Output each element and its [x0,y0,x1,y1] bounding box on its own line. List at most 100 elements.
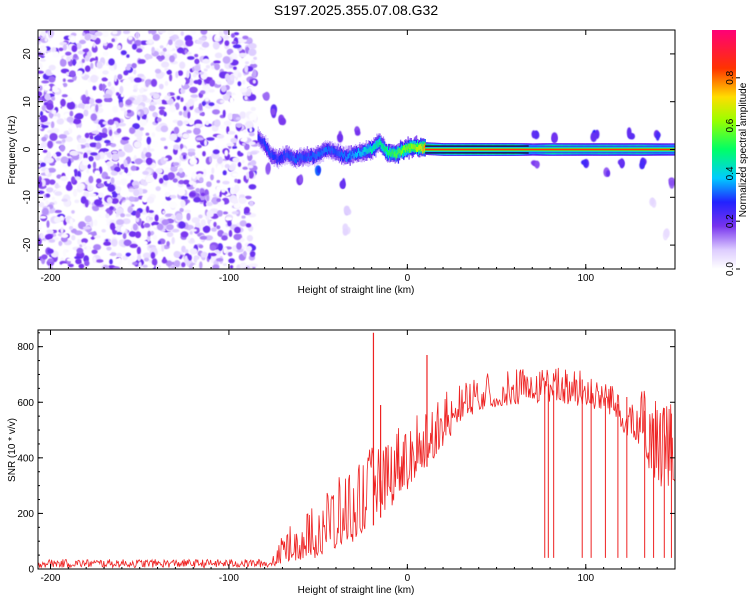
noise-blob [147,143,151,152]
noise-blob [84,215,93,223]
x-tick-label: -100 [219,573,239,584]
noise-blob [146,136,152,145]
noise-blob [115,180,122,186]
noise-blob [61,233,69,238]
noise-blob [137,73,145,78]
signal-cell [303,155,305,161]
noise-blob [198,244,204,249]
noise-blob [224,149,229,157]
signal-cell [343,153,345,159]
signal-cell [277,156,280,162]
noise-blob [233,32,240,36]
noise-blob [248,141,256,146]
noise-blob [220,85,227,93]
noise-blob [200,219,206,227]
noise-blob [140,240,148,246]
noise-blob [169,55,175,63]
noise-blob [200,90,206,95]
noise-blob [145,132,150,136]
noise-blob [227,252,233,257]
noise-blob [236,242,242,250]
signal-cell [402,148,404,154]
noise-blob [104,139,111,144]
noise-blob [38,91,43,97]
noise-blob [158,83,164,90]
noise-blob [191,155,195,163]
noise-blob [54,191,63,196]
noise-blob [132,261,138,266]
noise-blob [134,231,142,239]
noise-blob [183,106,187,111]
noise-blob [122,255,129,261]
noise-blob [165,260,173,267]
noise-blob [184,49,188,54]
noise-blob [216,225,221,230]
signal-cell [422,144,424,153]
noise-blob [172,162,180,167]
signal-cell [300,153,302,159]
noise-blob [128,188,135,193]
signal-cell [307,153,310,158]
noise-blob [250,160,257,166]
y-tick-label: 600 [17,398,34,409]
noise-blob [117,150,126,158]
noise-blob [84,260,90,267]
noise-blob [42,149,48,153]
noise-blob [158,177,164,184]
noise-blob [184,209,192,213]
noise-blob [223,246,228,254]
signal-cell [380,141,382,147]
noise-blob [39,111,44,117]
noise-blob [120,107,126,112]
noise-blob [150,252,156,259]
x-tick-label: 0 [405,573,411,584]
noise-blob [133,69,137,75]
signal-cell [394,151,396,157]
noise-blob [71,235,76,241]
noise-blob [182,154,187,160]
noise-blob [107,184,116,193]
noise-blob [73,53,78,59]
noise-blob [211,65,216,70]
signal-cell [293,157,296,163]
noise-blob [133,88,138,93]
noise-blob [81,94,87,103]
signal-cell [299,153,301,159]
noise-blob [212,149,220,155]
signal-cell [328,146,330,152]
noise-blob [83,109,89,117]
signal-cell [339,145,342,158]
noise-blob [87,185,92,191]
noise-blob [252,69,257,78]
snr-series-line [38,367,675,569]
noise-blob [245,171,250,180]
noise-blob [124,110,128,116]
noise-blob [65,71,70,76]
noise-blob [176,172,185,177]
noise-blob [47,248,54,254]
noise-blob [82,32,86,36]
signal-cell [342,152,344,158]
noise-blob [226,143,235,147]
signal-cell [360,151,362,157]
noise-blob [177,188,186,196]
noise-blob [120,178,128,186]
noise-blob [249,151,258,155]
noise-blob [79,39,86,45]
noise-blob [186,235,191,241]
side-blob [655,131,660,141]
noise-blob [41,254,48,260]
noise-blob [76,143,82,151]
noise-blob [89,98,95,105]
signal-cell [286,152,288,157]
noise-blob [134,158,143,165]
noise-blob [139,127,145,131]
signal-cell [421,146,423,152]
noise-blob [58,240,63,247]
noise-blob [204,235,213,241]
noise-blob [123,143,132,152]
noise-blob [128,196,136,203]
y-tick-label: 200 [17,509,34,520]
noise-blob [167,30,175,36]
noise-blob [125,252,131,257]
